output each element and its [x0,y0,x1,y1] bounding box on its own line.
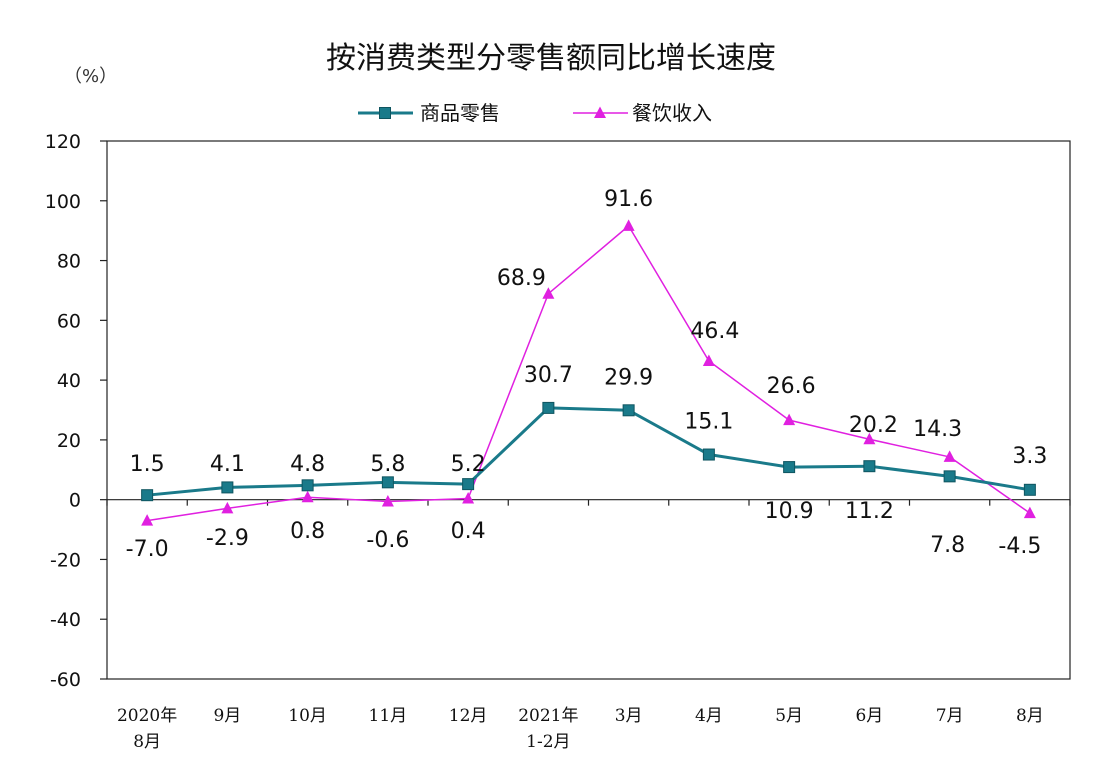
data-label-catering: 14.3 [913,417,962,442]
data-point-catering [462,491,475,504]
data-label-goods-retail: 10.9 [765,499,814,524]
legend-marker [379,107,391,119]
y-tick-label: 20 [57,430,81,452]
y-tick-label: 80 [57,251,81,273]
data-label-catering: 20.2 [849,413,898,438]
data-point-catering [542,287,555,299]
data-point-catering [863,432,876,445]
y-unit-label: （%） [64,66,117,87]
series-line-goods-retail [146,406,1031,497]
data-label-goods-retail: 3.3 [1012,444,1047,469]
data-point-catering [141,514,154,526]
data-label-catering: -2.9 [206,526,249,551]
data-point-catering [381,494,394,507]
x-axis: 2020年 8月 9月 10月 11月 12月 2021年 1-2月 3月 4月 5月 6月 7月 8月 [106,499,1071,752]
data-point-goods-retail [542,401,555,414]
data-label-catering: -0.6 [366,528,409,553]
legend-label: 餐饮收入 [632,101,712,125]
data-label-goods-retail: 7.8 [930,533,965,558]
data-point-goods-retail [702,448,715,461]
x-tick-label: 7月 [936,706,964,726]
data-point-goods-retail [863,460,876,473]
y-tick-label: 60 [57,310,81,332]
x-tick-label: 1-2月 [526,732,570,752]
x-tick-label: 2020年 [117,706,177,726]
legend-label: 商品零售 [420,101,500,125]
data-labels: 1.5 4.1 4.8 5.8 5.2 30.7 29.9 15.1 10.9 11.2 7.8 3.… [126,187,1048,562]
y-tick-label: 120 [45,131,81,153]
data-point-catering [1023,506,1036,519]
data-point-goods-retail [462,478,475,491]
x-tick-label: 11月 [369,706,408,726]
data-label-catering: 26.6 [767,374,816,399]
data-point-catering [301,490,314,503]
x-tick-label: 10月 [288,706,327,726]
x-tick-label: 12月 [449,706,488,726]
x-tick-label: 3月 [615,706,643,726]
legend: 商品零售 餐饮收入 [358,101,712,125]
data-label-goods-retail: 1.5 [130,452,165,477]
data-label-catering: -4.5 [998,534,1041,559]
data-point-catering [783,413,796,426]
x-tick-label: 4月 [695,706,723,726]
data-point-goods-retail [381,476,394,489]
y-tick-label: -40 [50,609,81,631]
data-point-catering [702,354,715,366]
data-point-goods-retail [783,461,796,474]
series-line-catering [147,225,1031,522]
data-point-goods-retail [221,481,234,494]
x-tick-label: 9月 [213,706,241,726]
data-point-catering [221,501,234,514]
data-point-goods-retail [1023,483,1036,496]
data-label-goods-retail: 4.1 [210,452,245,477]
legend-marker [594,106,606,118]
chart-title: 按消费类型分零售额同比增长速度 [326,41,776,76]
y-tick-label: 0 [69,490,81,512]
data-label-goods-retail: 30.7 [524,363,573,388]
data-point-goods-retail [622,404,635,417]
x-tick-label: 6月 [855,706,883,726]
data-label-goods-retail: 4.8 [290,452,325,477]
y-axis: 120 100 80 60 40 20 0 -20 -40 -60 [45,131,107,691]
data-point-catering [943,450,956,462]
data-label-goods-retail: 15.1 [684,410,733,435]
data-point-goods-retail [301,479,314,492]
y-tick-label: -60 [50,669,81,691]
x-tick-label: 8月 [1016,706,1044,726]
data-point-goods-retail [141,489,154,502]
y-tick-label: 40 [57,370,81,392]
x-tick-label: 5月 [775,706,803,726]
data-label-goods-retail: 29.9 [604,365,653,390]
data-label-catering: 91.6 [604,187,653,212]
y-tick-label: -20 [50,549,81,571]
data-label-goods-retail: 11.2 [845,499,894,524]
series-layer [141,219,1036,526]
data-point-catering [622,219,635,231]
plot-frame [106,140,1071,680]
data-label-catering: 0.8 [290,519,325,544]
x-tick-label: 2021年 [518,706,578,726]
data-label-catering: -7.0 [126,537,169,562]
y-tick-label: 100 [45,191,81,213]
data-point-goods-retail [943,470,956,483]
data-label-catering: 68.9 [497,266,546,291]
data-label-catering: 46.4 [690,319,739,344]
data-label-goods-retail: 5.8 [370,452,405,477]
data-label-goods-retail: 5.2 [451,452,486,477]
data-label-catering: 0.4 [451,519,486,544]
x-tick-label: 8月 [133,732,161,752]
